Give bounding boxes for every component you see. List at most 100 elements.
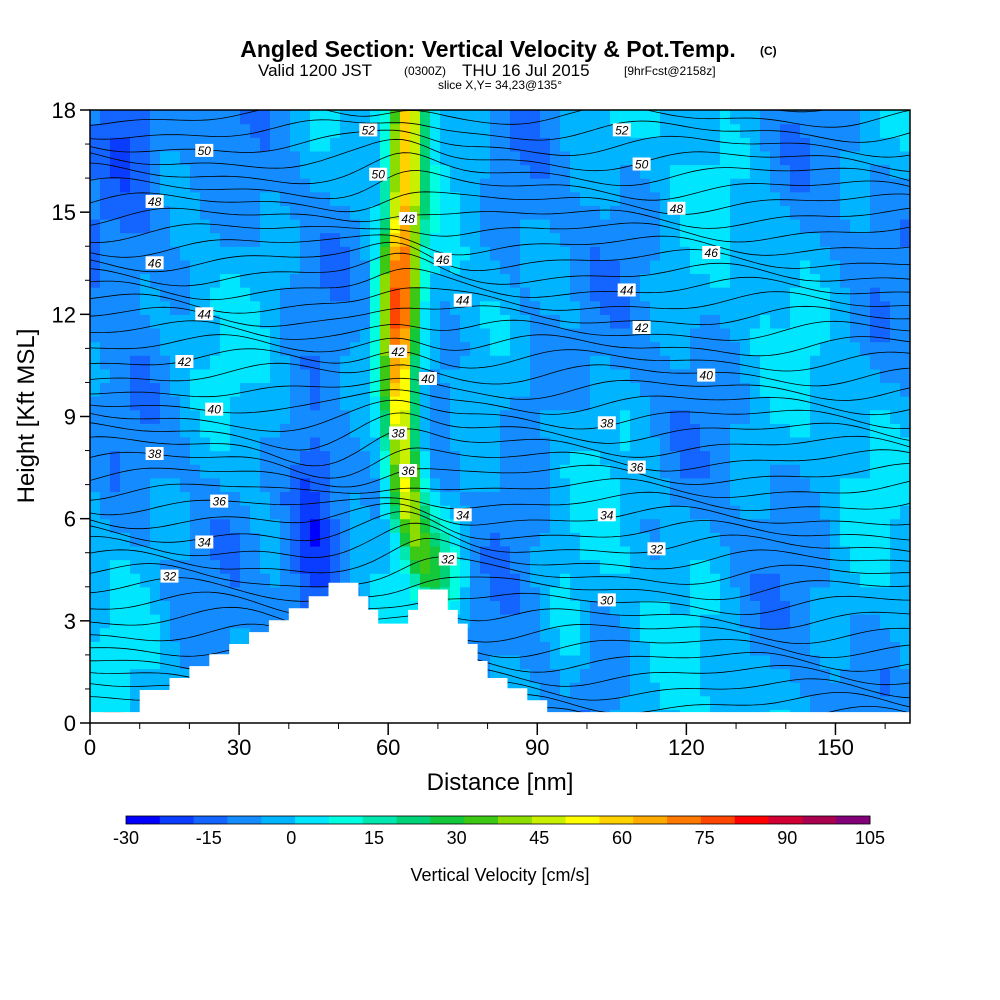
field-cell <box>620 273 631 288</box>
field-cell <box>510 178 521 193</box>
field-cell <box>160 668 171 683</box>
field-cell <box>100 477 111 493</box>
field-cell <box>110 123 121 138</box>
field-cell <box>860 273 871 288</box>
field-cell <box>630 218 641 234</box>
field-cell <box>120 559 131 574</box>
field-cell <box>570 477 581 493</box>
theta-contour <box>90 138 910 172</box>
field-cell <box>580 178 591 193</box>
field-cell <box>570 614 581 629</box>
field-cell <box>260 137 271 152</box>
field-cell <box>160 491 171 506</box>
field-cell <box>860 382 871 397</box>
field-cell <box>420 409 431 424</box>
field-cell <box>540 396 551 411</box>
field-cell <box>110 423 121 438</box>
field-cell <box>510 423 521 438</box>
field-cell <box>900 518 910 533</box>
field-cell <box>780 273 791 288</box>
field-cell <box>590 259 601 275</box>
theta-label: 42 <box>389 344 408 359</box>
field-cell <box>380 246 391 261</box>
field-cell <box>820 396 831 411</box>
field-cell <box>840 123 851 138</box>
field-cell <box>430 518 441 533</box>
field-cell <box>470 491 481 506</box>
field-cell <box>870 287 881 302</box>
field-cell <box>560 573 571 588</box>
field-cell <box>540 423 551 438</box>
field-cell <box>120 654 131 670</box>
field-cell <box>670 287 681 302</box>
field-cell <box>340 191 351 206</box>
field-cell <box>310 559 321 574</box>
field-cell <box>170 409 181 424</box>
field-cell <box>820 518 831 533</box>
field-cell <box>410 110 421 125</box>
field-cell <box>800 641 811 656</box>
field-cell <box>300 573 311 588</box>
field-cell <box>370 382 381 397</box>
field-cell <box>100 586 111 601</box>
field-cell <box>500 409 511 424</box>
field-cell <box>490 150 501 166</box>
field-cell <box>140 573 151 588</box>
field-cell <box>570 436 581 452</box>
field-cell <box>860 178 871 193</box>
field-cell <box>260 164 271 179</box>
field-cell <box>340 300 351 315</box>
field-cell <box>640 191 651 206</box>
field-cell <box>250 545 261 561</box>
field-cell <box>900 273 910 288</box>
field-cell <box>880 600 891 615</box>
field-cell <box>400 505 411 520</box>
field-cell <box>770 164 781 179</box>
field-cell <box>350 205 361 220</box>
field-cell <box>610 396 621 411</box>
field-cell <box>250 137 261 152</box>
field-cell <box>520 355 531 370</box>
field-cell <box>770 682 781 697</box>
field-cell <box>870 682 881 697</box>
field-cell <box>810 409 821 424</box>
field-cell <box>460 586 471 601</box>
field-cell <box>690 191 701 206</box>
field-cell <box>530 164 541 179</box>
field-cell <box>710 668 721 683</box>
field-cell <box>350 218 361 234</box>
field-cell <box>640 641 651 656</box>
field-cell <box>530 559 541 574</box>
field-cell <box>460 191 471 206</box>
field-cell <box>170 668 181 683</box>
field-cell <box>610 191 621 206</box>
field-cell <box>240 627 251 642</box>
field-cell <box>240 614 251 629</box>
theta-label-text: 32 <box>163 570 177 584</box>
field-cell <box>280 505 291 520</box>
field-cell <box>680 423 691 438</box>
field-cell <box>250 287 261 302</box>
field-cell <box>490 164 501 179</box>
field-cell <box>470 314 481 329</box>
field-cell <box>450 164 461 179</box>
field-cell <box>540 287 551 302</box>
field-cell <box>790 545 801 561</box>
field-cell <box>890 341 901 356</box>
field-cell <box>830 178 841 193</box>
field-cell <box>270 532 281 547</box>
field-cell <box>870 505 881 520</box>
field-cell <box>140 641 151 656</box>
field-cell <box>350 355 361 370</box>
field-cell <box>630 382 641 397</box>
field-cell <box>680 327 691 343</box>
field-cell <box>130 259 141 275</box>
field-cell <box>460 178 471 193</box>
field-cell <box>810 532 821 547</box>
field-cell <box>250 586 261 601</box>
field-cell <box>380 423 391 438</box>
field-cell <box>140 614 151 629</box>
field-cell <box>630 355 641 370</box>
field-cell <box>410 491 421 506</box>
theta-contour <box>90 537 910 574</box>
